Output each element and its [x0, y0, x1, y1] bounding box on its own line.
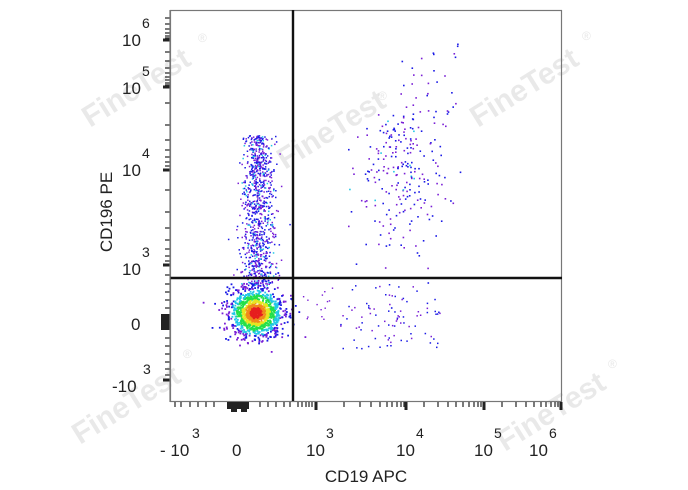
x-tick-exponent: 3 [326, 425, 334, 441]
x-axis-tick-labels: - 10 3 0 10 3 10 4 10 5 10 6 [160, 425, 557, 460]
y-tick-exponent: 5 [142, 63, 150, 79]
y-tick-label: -10 [112, 377, 137, 396]
y-tick-label: 10 [122, 31, 141, 50]
x-tick-exponent: 4 [416, 425, 424, 441]
watermark-registered: ® [198, 31, 207, 45]
y-tick-label: 10 [122, 260, 141, 279]
x-axis-title: CD19 APC [325, 467, 407, 486]
y-tick-exponent: 4 [142, 145, 150, 161]
watermark-registered: ® [582, 29, 591, 43]
y-tick-exponent: 3 [142, 244, 150, 260]
y-tick-label: 10 [122, 79, 141, 98]
x-tick-label: - 10 [160, 441, 189, 460]
x-tick-label: 10 [306, 441, 325, 460]
y-tick-label: 10 [122, 161, 141, 180]
x-tick-exponent: 6 [549, 425, 557, 441]
watermark-registered: ® [183, 347, 192, 361]
x-tick-label: 0 [232, 441, 241, 460]
watermark-text: FineTest [464, 42, 584, 134]
x-tick-label: 10 [396, 441, 415, 460]
x-axis-ticks [174, 402, 563, 412]
x-tick-label: 10 [474, 441, 493, 460]
data-points [202, 43, 462, 353]
watermark-text: FineTest [491, 366, 611, 458]
x-tick-exponent: 3 [192, 425, 200, 441]
y-tick-label: 0 [131, 315, 140, 334]
y-tick-exponent: 6 [142, 15, 150, 31]
x-tick-exponent: 5 [494, 425, 502, 441]
watermark-text: FineTest [271, 84, 391, 176]
watermark-registered: ® [378, 89, 387, 103]
y-tick-exponent: 3 [143, 361, 151, 377]
watermark-text: FineTest [66, 359, 186, 451]
y-axis-tick-labels: 10 6 10 5 10 4 10 3 0 -10 3 [112, 15, 151, 396]
x-tick-label: 10 [529, 441, 548, 460]
y-axis-ticks [161, 10, 171, 402]
y-axis-title: CD196 PE [97, 172, 116, 252]
watermark-registered: ® [608, 357, 617, 371]
